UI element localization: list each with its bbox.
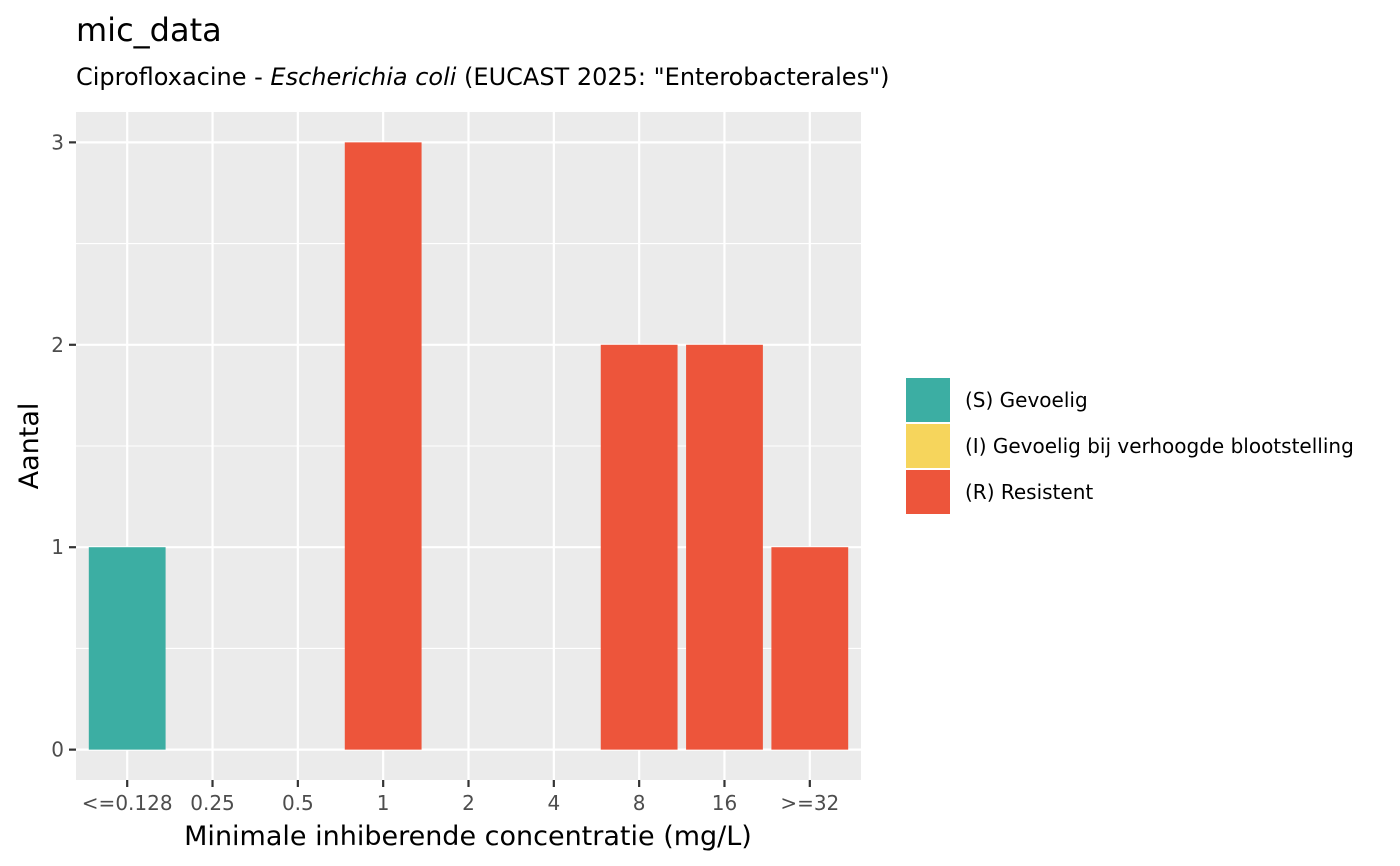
y-tick-label: 3	[51, 130, 64, 154]
legend-key-R	[904, 468, 952, 516]
x-tick-label: >=32	[780, 791, 839, 815]
bar-<=0.128	[88, 547, 166, 750]
legend-key-S	[904, 376, 952, 424]
x-axis-title: Minimale inhiberende concentratie (mg/L)	[184, 821, 752, 852]
bar-1	[344, 142, 422, 750]
x-tick-label: <=0.128	[82, 791, 173, 815]
legend-label-I: (I) Gevoelig bij verhoogde blootstelling	[965, 434, 1354, 458]
axes: 0 1 2 3 <=0.128 0.25 0.5 1 2 4 8 16 >=32	[51, 130, 839, 815]
x-tick-label: 0.5	[282, 791, 314, 815]
x-tick-label: 16	[712, 791, 737, 815]
bar-16	[686, 344, 763, 750]
y-tick-label: 1	[51, 535, 64, 559]
x-tick-label: 4	[547, 791, 560, 815]
chart-subtitle: Ciprofloxacine - Escherichia coli (EUCAS…	[76, 63, 889, 91]
x-tick-label: 2	[462, 791, 475, 815]
subtitle-organism: Escherichia coli	[270, 63, 456, 91]
legend: (S) Gevoelig (I) Gevoelig bij verhoogde b…	[904, 376, 1354, 516]
bar-8	[600, 344, 678, 750]
subtitle-guideline: (EUCAST 2025: "Enterobacterales")	[456, 63, 889, 91]
x-tick-label: 0.25	[190, 791, 235, 815]
bar->=32	[771, 547, 849, 750]
chart-title: mic_data	[76, 11, 222, 49]
y-axis-title: Aantal	[14, 403, 45, 490]
x-tick-label: 1	[377, 791, 390, 815]
bars	[88, 142, 849, 750]
subtitle-antibiotic: Ciprofloxacine -	[76, 63, 270, 91]
x-tick-label: 8	[633, 791, 646, 815]
legend-label-S: (S) Gevoelig	[965, 388, 1088, 412]
legend-key-I	[904, 422, 952, 470]
y-tick-label: 0	[51, 738, 64, 762]
y-tick-label: 2	[51, 333, 64, 357]
legend-label-R: (R) Resistent	[965, 480, 1093, 504]
